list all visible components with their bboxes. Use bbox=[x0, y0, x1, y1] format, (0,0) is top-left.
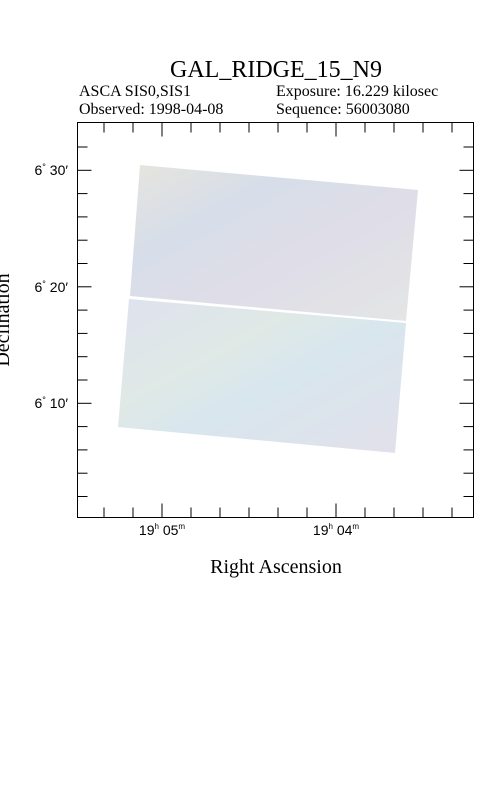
tick-number: 04 bbox=[333, 522, 353, 538]
exposure: Exposure: 16.229 kilosec bbox=[276, 83, 438, 100]
tick-number: 6 bbox=[35, 279, 43, 295]
x-tick-label: 19h 05m bbox=[139, 522, 186, 538]
ticks bbox=[77, 122, 474, 518]
title: GAL_RIDGE_15_N9 bbox=[170, 57, 382, 83]
y-tick-label: 6° 30′ bbox=[35, 162, 69, 178]
instrument: ASCA SIS0,SIS1 bbox=[79, 83, 191, 100]
tick-number: 6 bbox=[35, 395, 43, 411]
tick-number: 30′ bbox=[46, 162, 68, 178]
x-axis-label: Right Ascension bbox=[210, 556, 342, 578]
y-tick-label: 6° 10′ bbox=[35, 395, 69, 411]
image-upper bbox=[130, 165, 418, 321]
tick-number: 20′ bbox=[46, 279, 68, 295]
tick-unit: ° bbox=[42, 162, 46, 172]
y-tick-label: 6° 20′ bbox=[35, 279, 69, 295]
x-tick-label: 19h 04m bbox=[313, 522, 360, 538]
tick-unit: h bbox=[328, 522, 332, 531]
tick-number: 05 bbox=[159, 522, 179, 538]
image-lower bbox=[118, 299, 406, 453]
sequence: Sequence: 56003080 bbox=[276, 101, 410, 118]
tick-number: 19 bbox=[313, 522, 329, 538]
tick-number: 19 bbox=[139, 522, 155, 538]
tick-unit: ° bbox=[42, 395, 46, 405]
tick-unit: m bbox=[178, 522, 185, 531]
observed: Observed: 1998-04-08 bbox=[79, 101, 223, 118]
y-axis-label: Declination bbox=[0, 273, 14, 366]
plot-frame bbox=[77, 122, 474, 518]
tick-number: 6 bbox=[35, 162, 43, 178]
tick-unit: ° bbox=[42, 279, 46, 289]
tick-unit: m bbox=[352, 522, 359, 531]
tick-number: 10′ bbox=[46, 395, 68, 411]
tick-unit: h bbox=[154, 522, 158, 531]
